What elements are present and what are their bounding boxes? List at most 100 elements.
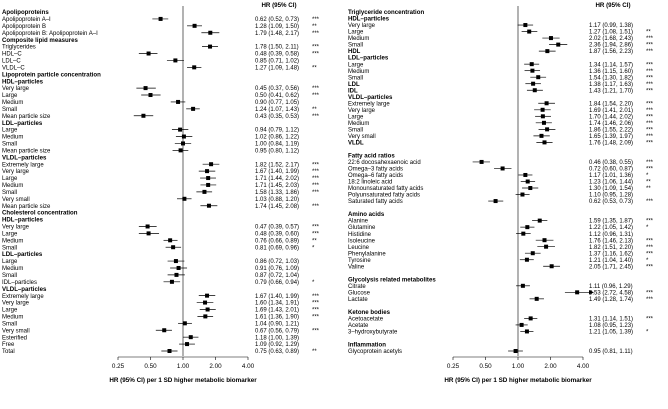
hr-ci-text: 0.48 (0.39, 0.58) [255, 52, 299, 58]
significance-stars: *** [646, 108, 654, 114]
significance-stars: *** [646, 82, 654, 88]
hr-ci-text: 1.37 (1.16, 1.62) [589, 251, 633, 257]
hr-marker [206, 182, 211, 187]
hr-marker [532, 88, 537, 93]
row-label: Very small [348, 134, 376, 140]
hr-ci-text: 1.02 (0.86, 1.22) [255, 135, 299, 141]
row-label: Valine [348, 264, 365, 270]
hr-ci-text: 1.59 (1.35, 1.87) [589, 219, 633, 225]
group-subheading: VLDL–particles [348, 94, 393, 101]
hr-marker [523, 23, 528, 28]
significance-stars: *** [646, 36, 654, 42]
significance-stars: *** [312, 315, 320, 321]
significance-stars: *** [646, 245, 654, 251]
significance-stars: *** [646, 121, 654, 127]
hr-marker [192, 65, 197, 70]
hr-marker [534, 296, 539, 301]
hr-marker [205, 307, 210, 312]
row-label: Glucose [348, 290, 371, 296]
significance-stars: *** [312, 176, 320, 182]
row-label: IDL [348, 88, 358, 94]
significance-stars: *** [646, 140, 654, 146]
hr-ci-text: 1.43 (1.21, 1.70) [589, 88, 633, 94]
ci-arrow [589, 290, 594, 295]
hr-ci-text: 1.82 (1.52, 2.17) [255, 162, 299, 168]
group-subheading: HDL–particles [348, 16, 390, 23]
group-subheading: VLDL–particles [2, 154, 47, 161]
hr-ci-text: 0.94 (0.79, 1.12) [255, 128, 299, 134]
group-subheading: HDL–particles [2, 217, 44, 224]
hr-marker [527, 29, 532, 34]
hr-marker [158, 16, 163, 21]
significance-stars: *** [646, 290, 654, 296]
hr-ci-text: 1.03 (0.88, 1.20) [255, 197, 299, 203]
row-label: Mean particle size [2, 204, 51, 210]
significance-stars: * [646, 225, 649, 231]
row-label: Free [2, 342, 15, 348]
column-header: HR (95% CI) [261, 2, 296, 9]
hr-marker [520, 283, 525, 288]
hr-marker [176, 99, 181, 104]
row-label: Small [348, 75, 363, 81]
hr-ci-text: 1.24 (1.07, 1.43) [255, 107, 299, 113]
significance-stars: ** [646, 186, 651, 192]
row-label: Medium [348, 36, 369, 42]
x-tick-label: 2.00 [544, 363, 557, 370]
row-label: Large [2, 93, 18, 99]
row-label: Small [2, 190, 17, 196]
hr-ci-text: 1.82 (1.51, 2.20) [589, 245, 633, 251]
hr-ci-text: 1.21 (1.04, 1.40) [589, 258, 633, 264]
hr-ci-text: 1.31 (1.14, 1.51) [589, 317, 633, 323]
significance-stars: *** [312, 231, 320, 237]
hr-ci-text: 1.30 (1.09, 1.54) [589, 186, 633, 192]
hr-ci-text: 0.62 (0.52, 0.73) [255, 17, 299, 23]
group-heading: Cholesterol concentration [2, 210, 78, 217]
significance-stars: *** [646, 127, 654, 133]
row-label: Very large [348, 108, 376, 114]
row-label: 3–hydroxybutyrate [348, 330, 398, 336]
hr-ci-text: 1.08 (0.95, 1.23) [589, 323, 633, 329]
significance-stars: *** [646, 134, 654, 140]
x-tick-label: 4.00 [577, 363, 590, 370]
row-label: Leucine [348, 245, 370, 251]
hr-ci-text: 1.76 (1.48, 2.09) [589, 140, 633, 146]
group-heading: Triglyceride concentration [348, 9, 424, 16]
group-heading: Amino acids [348, 211, 385, 218]
row-label: Extremely large [2, 162, 44, 168]
group-heading: Fatty acid ratios [348, 153, 395, 160]
hr-ci-text: 1.17 (1.01, 1.36) [589, 173, 633, 179]
significance-stars: *** [312, 31, 320, 37]
significance-stars: *** [312, 301, 320, 307]
row-label: Mean particle size [2, 148, 51, 154]
hr-marker [519, 322, 524, 327]
hr-marker [171, 245, 176, 250]
x-tick-label: 4.00 [242, 363, 255, 370]
row-label: Very large [348, 23, 376, 29]
hr-marker [203, 300, 208, 305]
hr-marker [145, 224, 150, 229]
hr-marker [181, 134, 186, 139]
group-heading: Lipoprotein particle concentration [2, 71, 101, 78]
hr-ci-text: 0.79 (0.66, 0.94) [255, 280, 299, 286]
hr-ci-text: 0.87 (0.72, 1.04) [255, 273, 299, 279]
forest-panel-right: HR (95% CI)Triglyceride concentrationHDL… [348, 2, 654, 384]
row-label: Very large [2, 301, 30, 307]
hr-marker [208, 44, 213, 49]
hr-ci-text: 1.12 (0.96, 1.31) [589, 232, 633, 238]
x-tick-label: 1.00 [177, 363, 190, 370]
hr-marker [520, 192, 525, 197]
hr-marker [173, 58, 178, 63]
hr-marker [169, 279, 174, 284]
hr-ci-text: 2.36 (1.94, 2.86) [589, 43, 633, 49]
hr-ci-text: 0.90 (0.77, 1.05) [255, 100, 299, 106]
row-label: Very small [2, 197, 30, 203]
hr-marker [528, 186, 533, 191]
hr-ci-text: 0.91 (0.76, 1.09) [255, 266, 299, 272]
hr-ci-text: 1.11 (0.96, 1.29) [589, 284, 633, 290]
hr-ci-text: 1.74 (1.45, 2.08) [255, 204, 299, 210]
significance-stars: *** [312, 308, 320, 314]
group-subheading: LDL–particles [2, 251, 43, 258]
row-label: VLDL–C [2, 65, 25, 71]
hr-ci-text: 1.74 (1.46, 2.06) [589, 121, 633, 127]
row-label: Saturated fatty acids [348, 199, 403, 205]
